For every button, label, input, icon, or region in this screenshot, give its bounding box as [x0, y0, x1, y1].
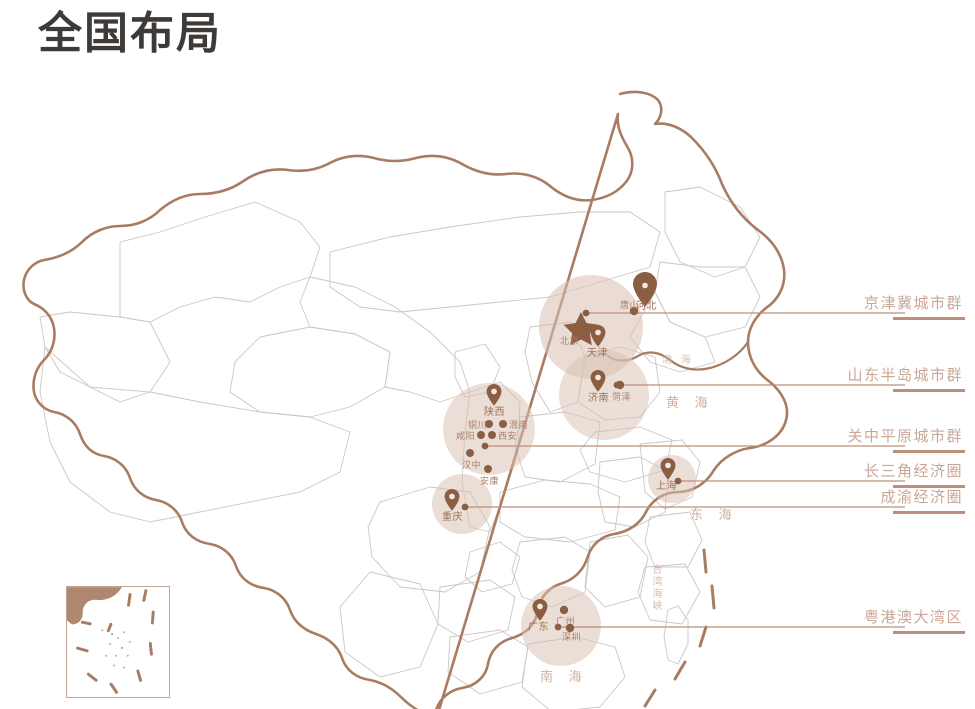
label-tongchuan: 铜川 [468, 420, 488, 430]
callout-bar-yuegangao [893, 630, 965, 634]
callout-label-changsanjiao: 长三角经济圈 [863, 463, 963, 480]
label-shanghai: 上海 [656, 481, 677, 492]
label-hebei: 河北 [636, 301, 657, 312]
label-shaanxi: 陕西 [484, 407, 505, 418]
dot-xian [488, 431, 496, 439]
label-chongqing: 重庆 [442, 512, 463, 523]
label-xianyang: 咸阳 [456, 431, 476, 441]
callout-bar-shandong [893, 388, 965, 392]
halo-guanzhong [443, 383, 535, 475]
sea-label-nanhai: 南 海 [540, 669, 588, 684]
label-tangshan: 唐山 [620, 300, 640, 310]
callout-bar-jingjinji [893, 316, 965, 320]
label-heze: 菏泽 [612, 392, 632, 402]
callout-yuegangao[interactable]: 粤港澳大湾区 [795, 609, 965, 634]
sea-label-donghai: 东 海 [690, 507, 738, 522]
dot-tangshan [629, 306, 639, 316]
callout-label-guanzhong: 关中平原城市群 [847, 428, 963, 445]
sea-label-bohai: 渤 海 [662, 355, 694, 366]
callout-label-yuegangao: 粤港澳大湾区 [863, 609, 963, 626]
dot-weinan [499, 420, 507, 428]
callout-bar-chengyu [893, 510, 965, 514]
dot-xianyang [477, 431, 485, 439]
label-guangzhou: 广州 [556, 616, 576, 626]
callout-label-jingjinji: 京津冀城市群 [863, 295, 963, 312]
dot-hanzhong [466, 449, 474, 457]
callout-bar-changsanjiao [893, 484, 965, 488]
dot-heze [615, 380, 625, 390]
china-map[interactable]: 河北 天津 济南 陕西 重庆 上海 广东 唐山 北京 菏泽 铜川 渭南 咸阳 西… [0, 72, 975, 709]
callout-shandong[interactable]: 山东半岛城市群 [795, 367, 965, 392]
inset-vector [67, 587, 155, 694]
sea-label-huanghai: 黄 海 [666, 395, 714, 410]
dot-tongchuan [485, 420, 493, 428]
city-dots [466, 306, 639, 633]
south-china-sea-inset [66, 586, 170, 698]
page-title: 全国布局 [38, 9, 222, 58]
callout-chengyu[interactable]: 成渝经济圈 [795, 489, 965, 514]
halo-shandong [559, 350, 649, 440]
sea-label-taiwan-strait: 台湾海峡 [650, 564, 661, 612]
callout-guanzhong[interactable]: 关中平原城市群 [795, 428, 965, 453]
leader-lines [465, 312, 905, 628]
label-weinan: 渭南 [509, 420, 529, 430]
nine-dash-line [643, 548, 716, 708]
dot-ankang [484, 465, 492, 473]
halo-changsanjiao [648, 455, 696, 503]
callout-label-chengyu: 成渝经济圈 [880, 489, 963, 506]
callout-jingjinji[interactable]: 京津冀城市群 [795, 295, 965, 320]
label-hanzhong: 汉中 [462, 460, 482, 470]
label-tianjin: 天津 [587, 348, 608, 359]
label-guangdong: 广东 [528, 622, 549, 633]
label-jinan: 济南 [588, 393, 609, 404]
callout-changsanjiao[interactable]: 长三角经济圈 [795, 463, 965, 488]
label-ankang: 安康 [480, 476, 500, 486]
dot-guangzhou [559, 605, 569, 615]
callout-bar-guanzhong [893, 449, 965, 453]
callout-label-shandong: 山东半岛城市群 [847, 367, 963, 384]
halo-chengyu [432, 474, 492, 534]
label-beijing: 北京 [560, 336, 580, 346]
dot-shenzhen [565, 623, 575, 633]
map-vector [22, 90, 905, 709]
beijing-capital-star [563, 312, 599, 346]
label-xian: 西安 [498, 431, 518, 441]
label-shenzhen: 深圳 [562, 632, 582, 642]
